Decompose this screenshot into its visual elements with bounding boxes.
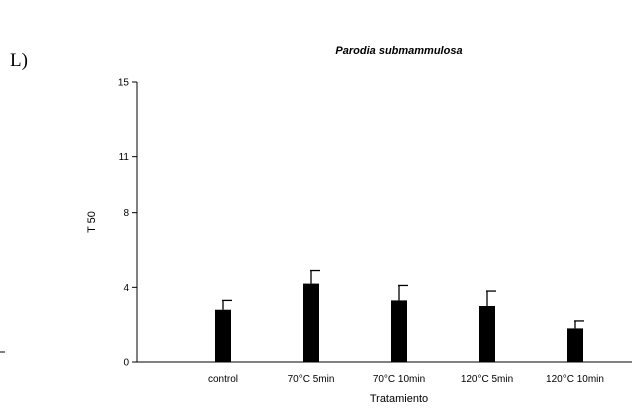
y-tick-label: 15 <box>118 78 130 89</box>
y-tick-label: 4 <box>123 283 129 294</box>
y-axis-label: T 50 <box>86 211 98 233</box>
x-tick-label: 120°C 5min <box>461 374 513 385</box>
chart-title: Parodia submammulosa <box>335 45 462 57</box>
y-tick-label: 11 <box>119 152 130 163</box>
x-tick-label: control <box>208 374 238 385</box>
panel-label: L) <box>10 50 28 71</box>
x-tick-label: 120°C 10min <box>546 374 604 385</box>
bars <box>215 269 584 362</box>
bar <box>479 306 495 362</box>
y-axis: 0 4 8 11 15 <box>118 78 138 369</box>
x-axis-label: Tratamiento <box>370 393 428 405</box>
bar <box>391 300 407 362</box>
x-tick-label: 70°C 5min <box>288 374 335 385</box>
x-tick-label: 70°C 10min <box>373 374 425 385</box>
y-tick-label: 0 <box>123 358 129 369</box>
bar <box>567 328 583 362</box>
bar <box>303 283 319 362</box>
x-axis: control 70°C 5min 70°C 10min 120°C 5min 120°… <box>137 361 632 385</box>
bar <box>215 309 231 362</box>
y-tick-label: 8 <box>123 208 129 219</box>
